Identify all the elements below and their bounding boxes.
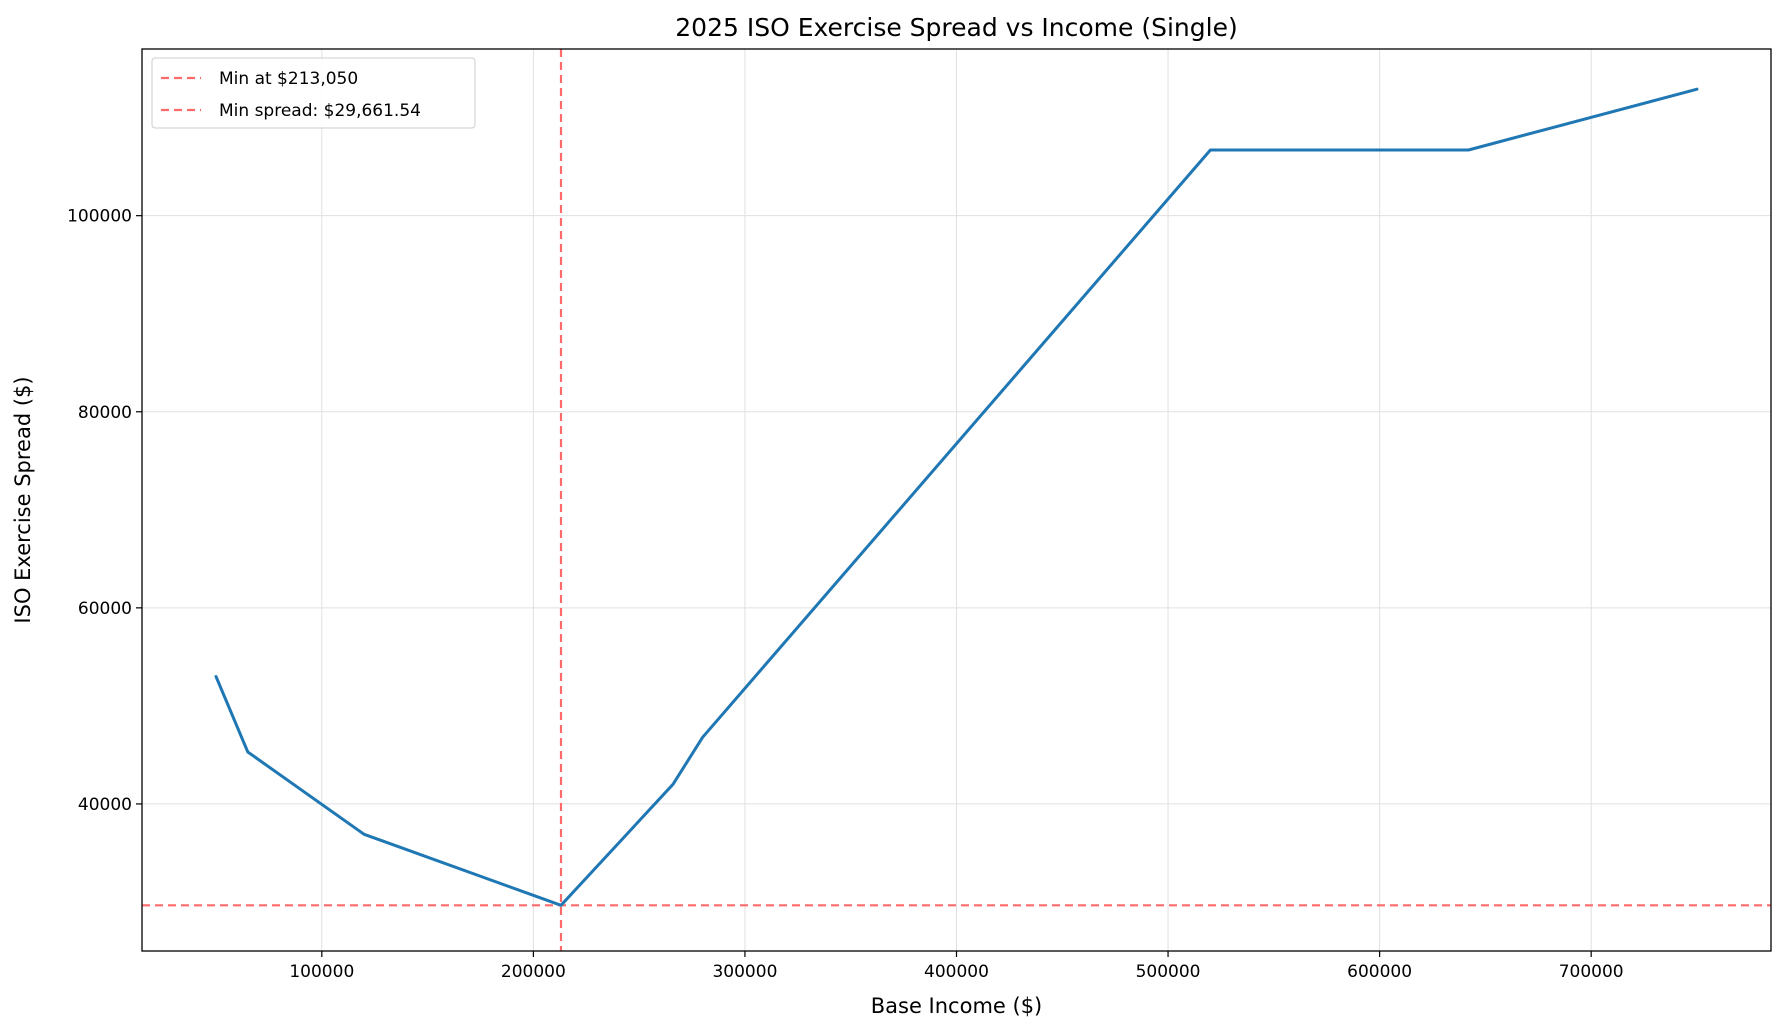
legend-label-min-spread: Min spread: $29,661.54	[219, 101, 421, 121]
chart-title: 2025 ISO Exercise Spread vs Income (Sing…	[675, 13, 1237, 42]
x-tick-label: 300000	[712, 962, 777, 982]
y-tick-label: 40000	[78, 795, 132, 815]
y-tick-label: 60000	[78, 599, 132, 619]
x-tick-label: 600000	[1347, 962, 1412, 982]
y-axis-label: ISO Exercise Spread ($)	[11, 376, 35, 623]
y-tick-label: 80000	[78, 403, 132, 423]
x-tick-label: 400000	[924, 962, 989, 982]
x-tick-label: 200000	[501, 962, 566, 982]
x-tick-label: 100000	[289, 962, 354, 982]
y-tick-label: 100000	[67, 207, 132, 227]
x-tick-label: 500000	[1136, 962, 1201, 982]
legend-label-min-income: Min at $213,050	[219, 69, 358, 89]
legend: Min at $213,050 Min spread: $29,661.54	[152, 58, 475, 128]
x-axis-label: Base Income ($)	[871, 994, 1043, 1018]
x-tick-label: 700000	[1559, 962, 1624, 982]
